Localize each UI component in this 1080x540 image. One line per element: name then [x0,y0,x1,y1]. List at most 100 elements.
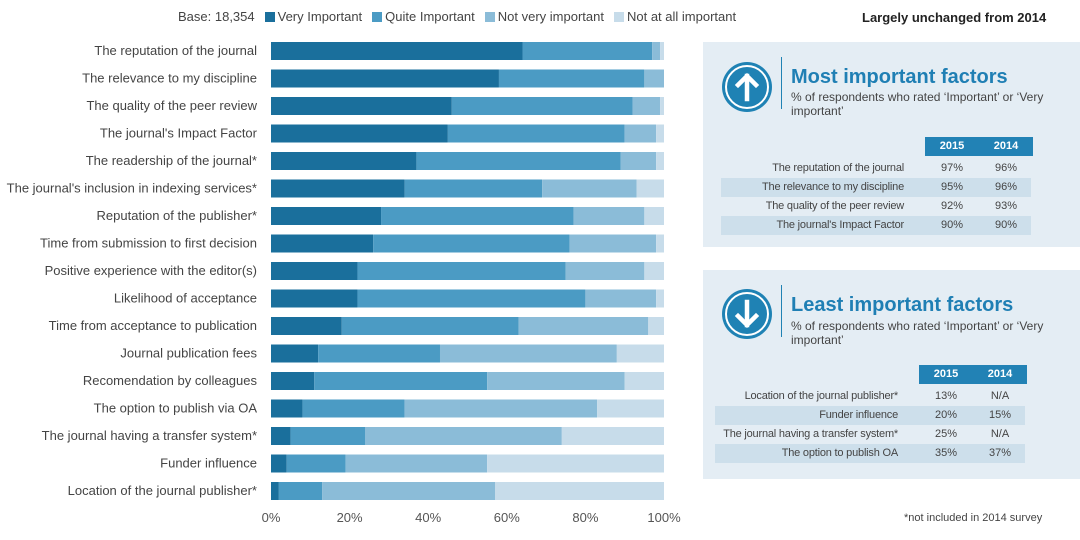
value-2015: 92% [940,200,964,212]
bar-segment [569,234,657,253]
bar-segment [271,179,405,198]
bar-segment [447,124,625,143]
x-tick-label: 80% [572,510,598,525]
bar-segment [656,234,664,253]
legend-swatch-not-very-important [484,11,495,22]
bar-segment [632,97,661,115]
bar-segment [565,262,645,280]
bar-segment [561,427,664,445]
bar-segment [585,289,657,308]
table-row: The journal having a transfer system* 25… [715,425,1025,444]
chart-legend: Base: 18,354 Very Important Quite Import… [178,9,742,24]
category-label: Reputation of the publisher* [97,208,257,223]
x-tick-label: 20% [337,510,363,525]
table-row: Location of the journal publisher* 13% N… [715,387,1025,406]
bar-segment [271,399,303,418]
category-label: The readership of the journal* [86,153,257,168]
row-label: The relevance to my discipline [762,181,904,193]
bar-segment [271,152,417,170]
column-header-2015: 2015 [925,137,979,156]
bar-segment [271,42,523,60]
column-header-2015: 2015 [919,365,973,384]
table-row: Funder influence 20% 15% [715,406,1025,425]
legend-swatch-quite-important [372,11,383,22]
value-2015: 95% [940,181,964,193]
most-important-panel: Most important factors % of respondents … [703,42,1080,247]
bar-segment [616,344,664,363]
bar-segment [271,69,499,88]
bar-segment [656,152,664,170]
bar-segment [318,344,440,363]
category-label: Positive experience with the editor(s) [45,263,257,278]
category-label: Journal publication fees [120,346,257,361]
value-2015: 20% [934,409,958,421]
bar-segment [271,234,374,253]
x-tick-label: 40% [415,510,441,525]
bar-segment [322,482,496,500]
bar-segment [271,262,358,280]
bar-segment [522,42,653,60]
bar-segment [636,179,664,198]
footnote: *not included in 2014 survey [904,512,1043,524]
table-row: The option to publish OA 35% 37% [715,444,1025,463]
bar-segment [278,482,323,500]
table-row: The reputation of the journal 97% 96% [721,159,1031,178]
bar-segment [341,317,519,335]
row-label: The reputation of the journal [772,162,904,174]
bar-segment [624,124,657,143]
panel-subtitle: % of respondents who rated ‘Important’ o… [791,319,1044,347]
bar-segment [314,372,488,390]
bar-segment [271,317,342,335]
panel-subtitle: % of respondents who rated ‘Important’ o… [791,90,1044,118]
row-label: The option to publish OA [781,447,898,459]
category-label: Time from acceptance to publication [49,318,257,333]
value-2014: 93% [994,200,1018,212]
legend-swatch-very-important [264,11,275,22]
legend-label-quite-important: Quite Important [385,9,475,24]
legend-swatch-not-at-all-important [613,11,624,22]
value-2014: 15% [988,409,1012,421]
category-label: The reputation of the journal [94,43,257,58]
bar-segment [271,372,315,390]
bar-segment [498,69,645,88]
column-header-2014: 2014 [979,137,1033,156]
legend-base: Base: 18,354 [178,9,255,24]
bar-segment [573,207,645,225]
bar-segment [439,344,617,363]
bar-segment [271,482,279,500]
bar-segment [302,399,405,418]
category-label: The quality of the peer review [86,98,257,113]
panel-title: Most important factors [791,66,1008,88]
bar-segment [624,372,664,390]
stacked-bar-chart: The reputation of the journal The relevan… [7,42,681,525]
table-row: The journal's Impact Factor 90% 90% [721,216,1031,235]
bar-segment [518,317,649,335]
bar-segment [404,399,598,418]
value-2014: 96% [994,162,1018,174]
bar-segment [271,289,358,308]
bar-segment [656,124,664,143]
x-tick-label: 0% [262,510,281,525]
bar-segment [451,97,633,115]
bar-segment [644,69,664,88]
arrow-down-icon [722,289,772,339]
value-2015: 13% [934,390,958,402]
value-2015: 90% [940,219,964,231]
bar-segment [271,207,382,225]
row-label: Funder influence [819,409,898,421]
least-important-panel: Least important factors % of respondents… [703,270,1080,479]
bar-segment [365,427,562,445]
bar-segment [357,262,566,280]
bar-segment [271,427,291,445]
value-2015: 25% [934,428,958,440]
category-label: Likelihood of acceptance [114,291,257,306]
value-2014: N/A [990,428,1010,440]
value-2015: 97% [940,162,964,174]
column-header-2014: 2014 [973,365,1027,384]
bar-segment [644,262,664,280]
bar-segment [345,454,488,473]
bar-segment [542,179,637,198]
bar-segment [495,482,664,500]
divider [781,57,782,109]
bar-segment [271,344,319,363]
